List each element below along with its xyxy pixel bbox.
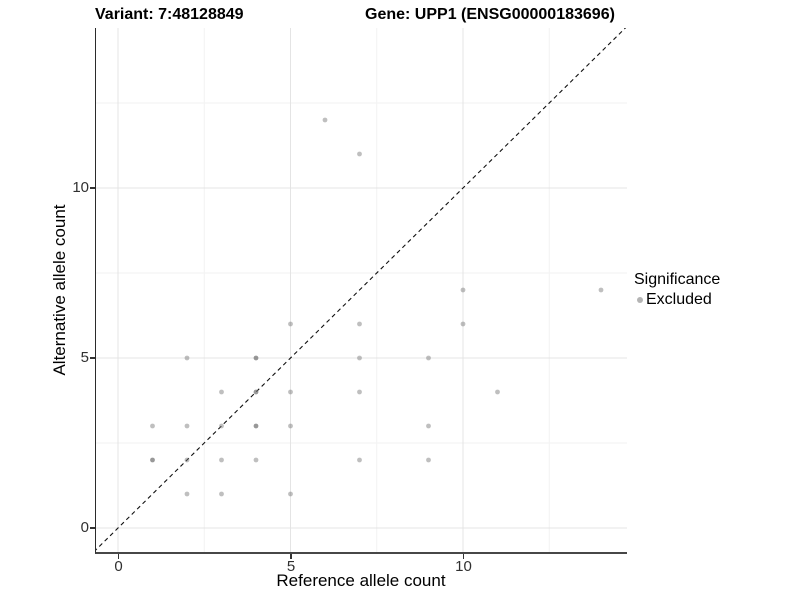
- data-point: [357, 389, 362, 395]
- data-point: [150, 423, 155, 429]
- data-point: [288, 491, 293, 497]
- data-point: [253, 389, 259, 395]
- y-axis-tick: [90, 527, 95, 529]
- variant-title: Variant: 7:48128849: [95, 6, 244, 23]
- legend-item-excluded: Excluded: [637, 291, 720, 309]
- legend-item-label: Excluded: [646, 291, 712, 308]
- data-point: [426, 457, 431, 463]
- y-axis-tick: [90, 187, 95, 189]
- gene-title: Gene: UPP1 (ENSG00000183696): [365, 6, 615, 23]
- y-tick-label: 0: [80, 519, 89, 536]
- x-tick-label: 10: [455, 558, 472, 575]
- data-point: [288, 321, 293, 327]
- data-point: [426, 423, 431, 429]
- data-point: [219, 457, 224, 463]
- data-point: [219, 389, 224, 395]
- data-point: [357, 321, 362, 327]
- plot-canvas: [96, 28, 627, 552]
- y-axis-title: Alternative allele count: [50, 204, 69, 376]
- data-point: [598, 287, 604, 293]
- data-point: [219, 423, 224, 429]
- x-axis-tick: [290, 554, 292, 559]
- data-point: [184, 423, 190, 429]
- x-tick-label: 0: [114, 558, 123, 575]
- data-point: [357, 355, 362, 361]
- data-point: [288, 423, 293, 429]
- x-tick-label: 5: [286, 558, 296, 575]
- data-point: [219, 491, 224, 497]
- data-point: [426, 355, 431, 361]
- data-point: [253, 457, 259, 463]
- data-point: [150, 457, 155, 463]
- data-point: [460, 287, 466, 293]
- x-axis-tick: [117, 554, 120, 559]
- data-point: [184, 457, 190, 463]
- x-axis-title: Reference allele count: [276, 571, 446, 590]
- legend-title: Significance: [634, 271, 721, 288]
- y-tick-label: 10: [72, 179, 89, 196]
- y-axis-tick: [90, 357, 95, 359]
- data-point: [357, 457, 362, 463]
- identity-line: [96, 28, 627, 551]
- data-point: [253, 423, 259, 429]
- data-point: [288, 389, 293, 395]
- data-point: [184, 491, 190, 497]
- data-point: [357, 151, 362, 157]
- x-axis-tick: [462, 554, 465, 559]
- y-tick-label: 5: [80, 349, 89, 366]
- data-point: [184, 355, 190, 361]
- legend: Significance Excluded: [634, 270, 720, 309]
- data-point: [495, 389, 500, 395]
- plot-panel: [95, 28, 627, 554]
- data-point: [460, 321, 466, 327]
- data-point: [253, 355, 259, 361]
- data-point: [322, 117, 328, 123]
- legend-point-icon: [637, 297, 643, 303]
